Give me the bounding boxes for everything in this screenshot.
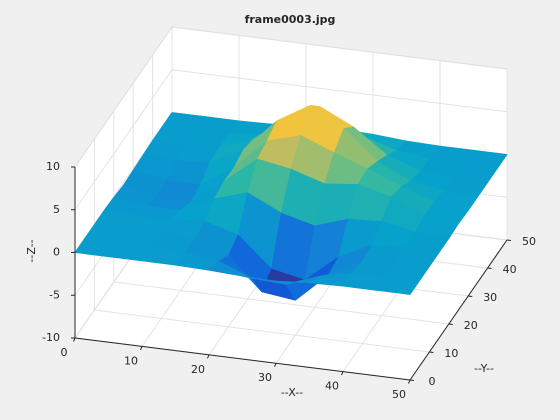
x-axis-line [74, 337, 411, 381]
y-tick-label: 0 [429, 375, 436, 388]
y-tick-label: 20 [464, 319, 478, 332]
chart-title: frame0003.jpg [245, 13, 336, 26]
tick-mark [409, 379, 415, 381]
z-grid-side [74, 26, 173, 168]
tick-mark [448, 323, 453, 325]
tick-mark [73, 337, 76, 342]
surface [74, 105, 508, 301]
y-axis-label: --Y-- [474, 362, 494, 375]
z-tick-label: 10 [46, 160, 60, 173]
surface-patch [376, 275, 421, 295]
x-tick-label: 0 [61, 346, 68, 359]
y-tick-label: 50 [522, 235, 536, 248]
z-tick-label: -10 [42, 331, 60, 344]
x-tick-label: 30 [258, 371, 272, 384]
axes: 0 10 20 30 40 50 0 10 20 30 40 50 -10 -5 0 5 10 [42, 160, 536, 401]
y-tick-label: 40 [503, 263, 517, 276]
y-tick-label: 10 [444, 347, 458, 360]
tick-mark [487, 267, 492, 269]
tick-mark [341, 371, 344, 376]
y-grid-floor [113, 281, 449, 325]
tick-mark [207, 354, 210, 359]
y-axis-line [409, 239, 508, 381]
z-tick-label: -5 [49, 288, 60, 301]
tick-mark [429, 351, 434, 353]
tick-mark [468, 295, 473, 297]
y-grid-floor [94, 309, 430, 353]
tick-mark [274, 363, 277, 367]
tick-mark [408, 379, 411, 384]
x-tick-label: 10 [124, 354, 138, 367]
z-tick-label: 5 [53, 203, 60, 216]
tick-mark [506, 239, 512, 241]
z-grid-back [171, 26, 508, 70]
x-tick-label: 20 [191, 363, 205, 376]
tick-mark [140, 346, 143, 351]
z-grid-side [74, 69, 173, 211]
x-axis-label: --X-- [281, 386, 303, 399]
z-grid-back [171, 69, 508, 113]
y-tick-label: 30 [483, 291, 497, 304]
z-tick-label: 0 [53, 246, 60, 259]
x-tick-label: 40 [325, 380, 339, 393]
x-tick-label: 50 [392, 388, 406, 401]
z-axis-label: --Z-- [25, 239, 38, 262]
